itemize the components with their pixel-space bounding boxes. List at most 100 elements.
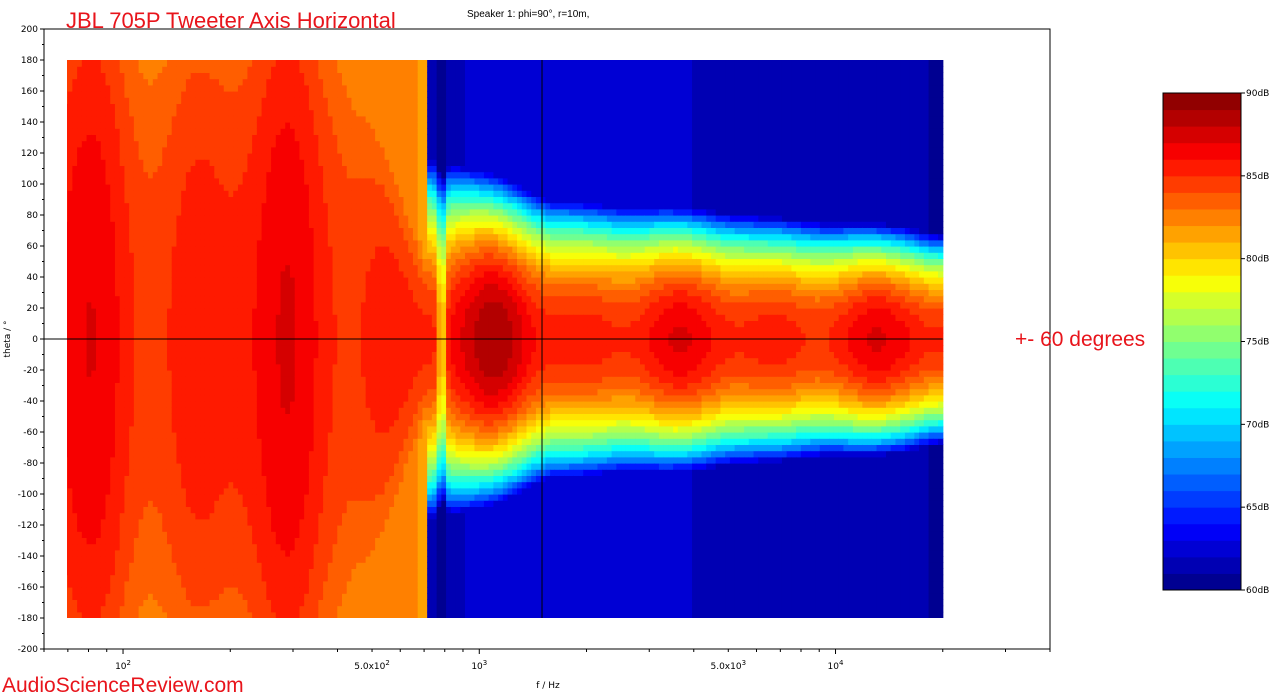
heatmap-cell (233, 587, 239, 594)
heatmap-cell (209, 556, 215, 563)
heatmap-cell (256, 456, 263, 464)
heatmap-cell (280, 556, 286, 563)
heatmap-cell (214, 370, 220, 377)
heatmap-cell (214, 487, 220, 495)
heatmap-cell (285, 463, 291, 470)
heatmap-cell (304, 370, 310, 377)
heatmap-cell (228, 134, 234, 142)
heatmap-cell (157, 202, 163, 210)
heatmap-cell (67, 605, 69, 613)
heatmap-cell (119, 128, 126, 135)
heatmap-cell (133, 91, 140, 98)
heatmap-cell (81, 233, 88, 241)
heatmap-cell (219, 599, 225, 607)
heatmap-cell (114, 109, 121, 117)
heatmap-cell (49, 122, 54, 129)
heatmap-cell (223, 419, 230, 427)
heatmap-cell (185, 568, 192, 576)
heatmap-cell (77, 593, 83, 600)
heatmap-cell (143, 60, 149, 67)
heatmap-cell (219, 543, 225, 551)
heatmap-cell (223, 370, 230, 377)
heatmap-cell (91, 345, 97, 352)
heatmap-cell (67, 549, 73, 557)
heatmap-cell (138, 363, 144, 371)
heatmap-cell (181, 562, 187, 569)
heatmap-cell (44, 72, 49, 79)
heatmap-cell (242, 122, 248, 129)
heatmap-cell (271, 326, 277, 334)
heatmap-cell (242, 475, 248, 483)
heatmap-cell (110, 66, 116, 73)
heatmap-cell (266, 543, 272, 551)
heatmap-cell (209, 413, 215, 421)
heatmap-cell (304, 531, 310, 538)
heatmap-cell (280, 109, 286, 117)
heatmap-cell (223, 611, 230, 618)
heatmap-cell (152, 401, 159, 408)
heatmap-cell (86, 537, 92, 545)
heatmap-cell (223, 357, 230, 365)
heatmap-cell (162, 177, 168, 185)
heatmap-cell (96, 506, 102, 514)
heatmap-cell (49, 203, 54, 210)
heatmap-cell (91, 159, 97, 166)
heatmap-cell (119, 270, 126, 278)
heatmap-cell (171, 165, 178, 173)
heatmap-cell (81, 190, 88, 197)
heatmap-cell (219, 463, 225, 470)
heatmap-cell (162, 444, 168, 452)
heatmap-cell (247, 246, 253, 253)
heatmap-cell (190, 562, 196, 569)
heatmap-cell (138, 456, 144, 464)
heatmap-cell (53, 221, 58, 228)
heatmap-cell (271, 196, 277, 204)
heatmap-cell (247, 122, 253, 129)
heatmap-cell (252, 301, 258, 309)
heatmap-cell (105, 301, 111, 309)
heatmap-cell (228, 109, 234, 117)
heatmap-cell (195, 456, 201, 464)
heatmap-cell (171, 78, 178, 86)
heatmap-cell (219, 140, 225, 148)
heatmap-cell (53, 581, 58, 588)
heatmap-cell (294, 140, 301, 148)
heatmap-cell (162, 233, 168, 241)
heatmap-cell (143, 227, 149, 235)
heatmap-cell (119, 543, 126, 551)
heatmap-cell (304, 444, 310, 452)
heatmap-cell (294, 506, 301, 514)
heatmap-cell (185, 494, 192, 501)
heatmap-cell (58, 606, 63, 613)
heatmap-cell (58, 519, 63, 526)
heatmap-cell (105, 258, 111, 266)
heatmap-cell (143, 146, 149, 154)
heatmap-cell (285, 456, 291, 464)
heatmap-cell (166, 159, 173, 166)
heatmap-cell (148, 215, 154, 222)
heatmap-cell (91, 184, 97, 191)
heatmap-cell (304, 351, 310, 359)
heatmap-cell (214, 394, 220, 402)
heatmap-cell (49, 308, 54, 315)
heatmap-cell (100, 308, 107, 315)
heatmap-cell (261, 332, 267, 340)
heatmap-cell (171, 153, 178, 160)
heatmap-cell (275, 587, 282, 594)
heatmap-cell (58, 469, 63, 476)
heatmap-cell (166, 221, 173, 228)
heatmap-cell (294, 425, 301, 433)
heatmap-cell (105, 66, 111, 73)
heatmap-cell (209, 308, 215, 315)
heatmap-cell (209, 593, 215, 600)
heatmap-cell (53, 184, 58, 191)
heatmap-cell (275, 506, 282, 514)
heatmap-cell (285, 388, 291, 396)
heatmap-cell (72, 475, 78, 483)
heatmap-cell (110, 165, 116, 173)
heatmap-cell (124, 159, 130, 166)
heatmap-cell (200, 345, 206, 352)
heatmap-cell (200, 525, 206, 532)
heatmap-cell (261, 246, 267, 253)
heatmap-cell (195, 425, 201, 433)
